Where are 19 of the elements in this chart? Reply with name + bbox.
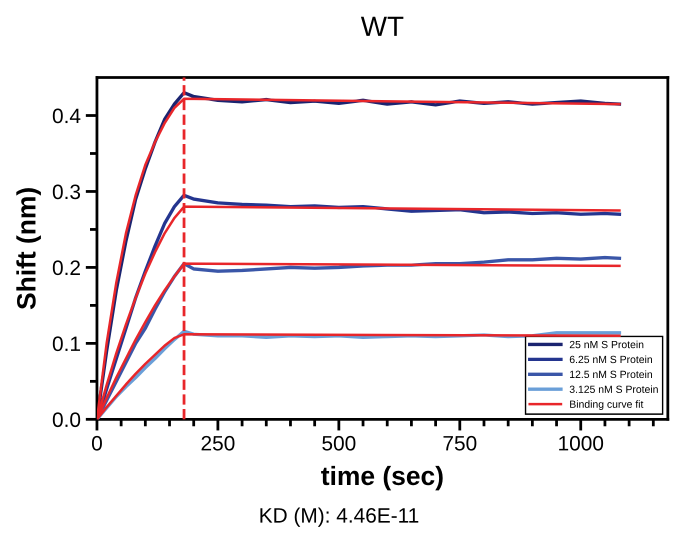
- y-tick-label: 0.4: [52, 108, 80, 124]
- x-tick-label: 1000: [559, 436, 604, 451]
- legend-label: 3.125 nM S Protein: [570, 385, 658, 393]
- x-tick-label: 500: [322, 436, 356, 451]
- y-tick-label: 0.3: [52, 184, 80, 200]
- y-tick-label: 0.1: [52, 336, 80, 352]
- x-axis-title: time (sec): [321, 466, 443, 490]
- x-tick-label: 0: [92, 436, 102, 451]
- legend-label: 6.25 nM S Protein: [570, 355, 652, 364]
- legend-label: 12.5 nM S Protein: [570, 370, 652, 378]
- y-tick-label: 0.0: [52, 412, 80, 428]
- chart-title: WT: [360, 16, 404, 36]
- legend-label: Binding curve fit: [570, 400, 644, 410]
- y-tick-label: 0.2: [52, 260, 80, 276]
- x-tick-label: 750: [443, 436, 476, 451]
- text: KD (M): 4.46E-11: [260, 507, 418, 527]
- x-tick-label: 250: [202, 436, 234, 451]
- legend-label: 25 nM S Protein: [570, 340, 644, 348]
- y-axis-title: Shift (nm): [16, 188, 41, 310]
